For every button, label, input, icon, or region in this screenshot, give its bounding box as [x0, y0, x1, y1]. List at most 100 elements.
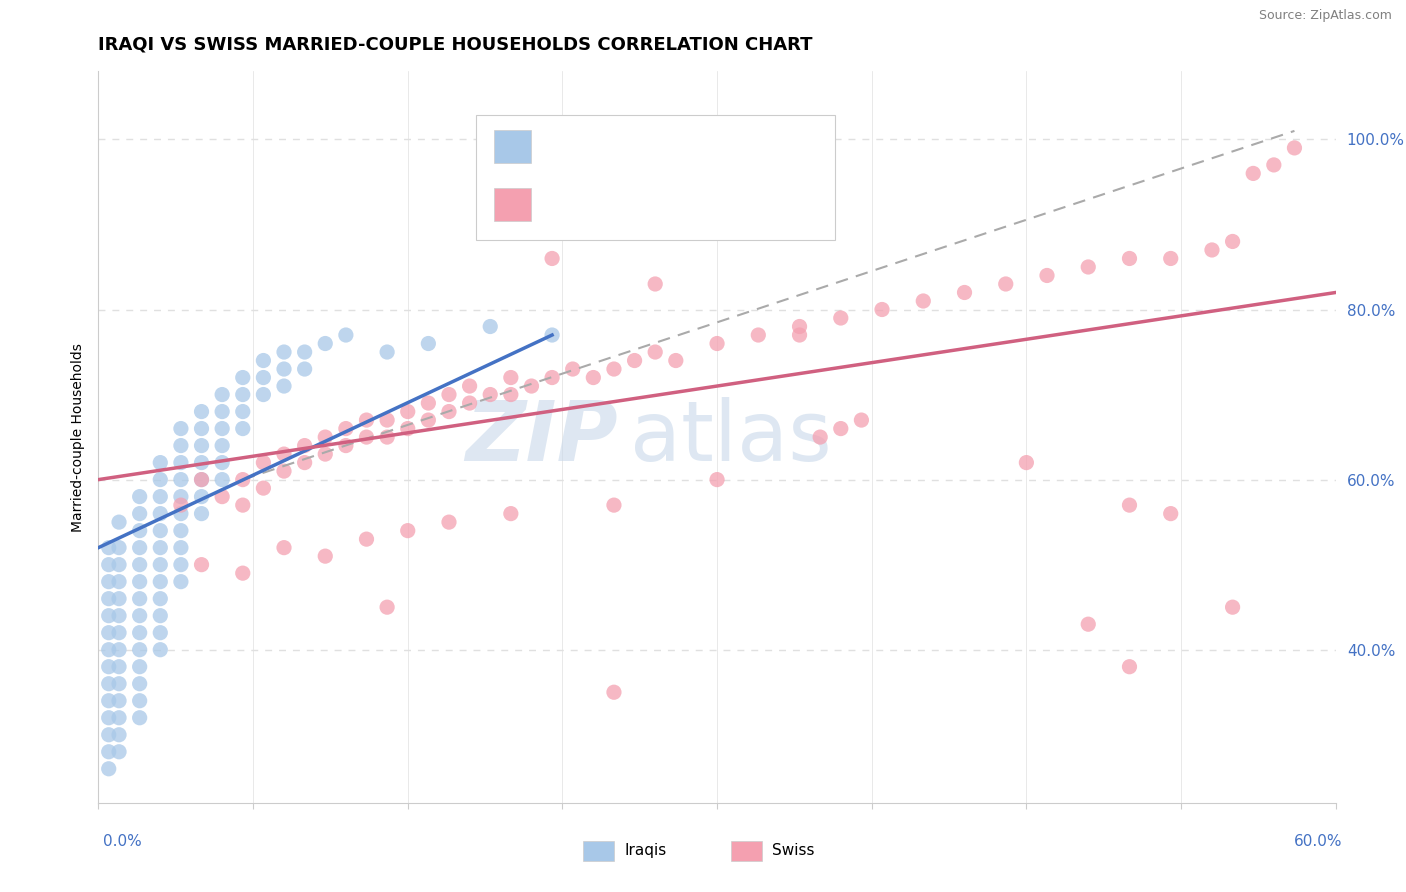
Point — [644, 345, 666, 359]
Point — [108, 608, 131, 623]
Point — [437, 515, 460, 529]
Point — [108, 659, 131, 673]
Point — [499, 370, 522, 384]
Point — [211, 490, 233, 504]
Point — [170, 541, 193, 555]
Point — [1222, 600, 1244, 615]
Point — [97, 659, 120, 673]
Point — [190, 439, 212, 453]
Point — [170, 473, 193, 487]
Point — [128, 591, 150, 606]
Point — [541, 328, 564, 343]
Point — [108, 642, 131, 657]
Point — [314, 336, 336, 351]
Point — [128, 558, 150, 572]
Point — [830, 421, 852, 435]
Point — [851, 413, 873, 427]
Point — [706, 473, 728, 487]
Point — [232, 421, 254, 435]
Point — [128, 541, 150, 555]
Point — [1077, 260, 1099, 274]
Point — [128, 677, 150, 691]
Text: R = 0.392: R = 0.392 — [544, 193, 634, 211]
Point — [603, 498, 626, 512]
Point — [789, 319, 811, 334]
Point — [97, 541, 120, 555]
Point — [211, 404, 233, 418]
Point — [1160, 252, 1182, 266]
Point — [149, 574, 172, 589]
Point — [294, 439, 316, 453]
Text: N =  77: N = 77 — [681, 193, 748, 211]
Text: 0.0%: 0.0% — [103, 834, 142, 849]
Point — [149, 490, 172, 504]
Point — [375, 413, 398, 427]
Point — [97, 574, 120, 589]
Point — [128, 574, 150, 589]
Point — [1160, 507, 1182, 521]
Point — [97, 711, 120, 725]
Point — [97, 608, 120, 623]
Point — [149, 591, 172, 606]
Point — [458, 379, 481, 393]
Point — [170, 498, 193, 512]
Point — [97, 745, 120, 759]
Point — [97, 728, 120, 742]
Point — [603, 685, 626, 699]
Point — [97, 694, 120, 708]
Point — [97, 558, 120, 572]
Point — [252, 353, 274, 368]
Point — [479, 319, 502, 334]
Point — [232, 387, 254, 401]
Point — [149, 625, 172, 640]
Point — [149, 608, 172, 623]
Point — [1118, 252, 1140, 266]
Point — [314, 549, 336, 563]
Point — [97, 625, 120, 640]
Point — [97, 591, 120, 606]
Point — [232, 370, 254, 384]
Point — [644, 277, 666, 291]
Point — [108, 515, 131, 529]
Point — [747, 328, 769, 343]
Y-axis label: Married-couple Households: Married-couple Households — [70, 343, 84, 532]
Point — [128, 524, 150, 538]
Point — [211, 473, 233, 487]
Point — [418, 336, 440, 351]
Point — [953, 285, 976, 300]
Point — [232, 566, 254, 581]
Point — [582, 370, 605, 384]
Point — [396, 524, 419, 538]
Point — [128, 625, 150, 640]
Point — [97, 677, 120, 691]
Point — [1241, 166, 1264, 180]
Text: Swiss: Swiss — [772, 844, 814, 858]
Point — [108, 574, 131, 589]
Bar — [495, 130, 531, 162]
Point — [108, 558, 131, 572]
Point — [128, 490, 150, 504]
Point — [335, 439, 357, 453]
Text: Source: ZipAtlas.com: Source: ZipAtlas.com — [1258, 9, 1392, 22]
Point — [252, 481, 274, 495]
Point — [870, 302, 893, 317]
Point — [97, 642, 120, 657]
Point — [335, 328, 357, 343]
Point — [128, 608, 150, 623]
Point — [170, 558, 193, 572]
Point — [458, 396, 481, 410]
Point — [1284, 141, 1306, 155]
Point — [1077, 617, 1099, 632]
Point — [190, 404, 212, 418]
Point — [149, 524, 172, 538]
Point — [1263, 158, 1285, 172]
Point — [108, 625, 131, 640]
Point — [994, 277, 1017, 291]
Point — [479, 387, 502, 401]
Point — [128, 659, 150, 673]
Point — [499, 387, 522, 401]
Point — [356, 532, 378, 546]
Point — [170, 524, 193, 538]
Point — [211, 439, 233, 453]
Point — [211, 456, 233, 470]
